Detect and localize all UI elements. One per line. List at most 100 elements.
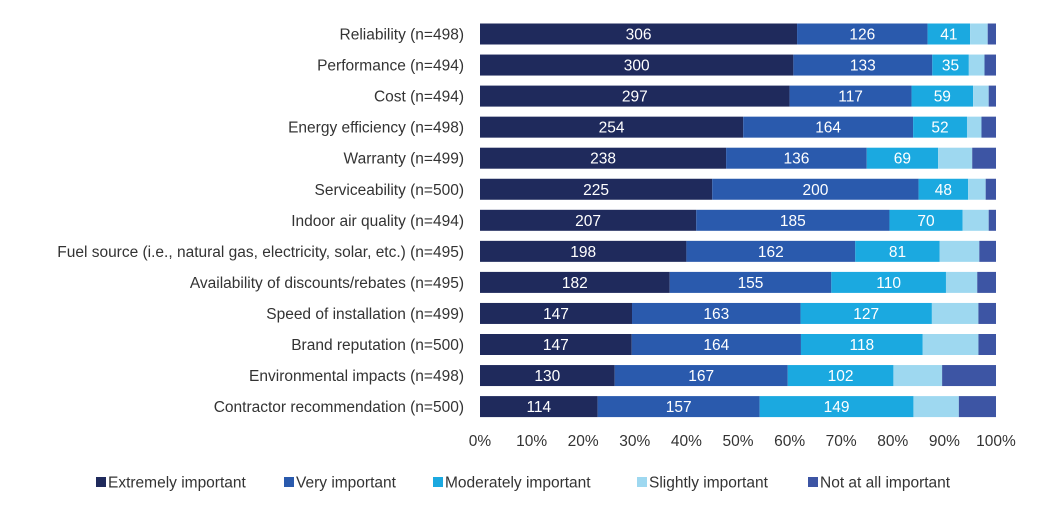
legend-label-not-at-all-important: Not at all important — [820, 475, 951, 492]
category-label-serviceability: Serviceability (n=500) — [315, 182, 464, 199]
x-tick-label-8: 80% — [877, 433, 908, 450]
data-label-extremely-important-availability-of-discounts-rebates: 182 — [562, 275, 588, 292]
bar-very-important-speed-of-installation — [632, 302, 801, 324]
bar-extremely-important-availability-of-discounts-rebates — [480, 271, 670, 293]
bar-extremely-important-cost — [480, 85, 790, 107]
bar-moderately-important-fuel-source — [855, 240, 940, 262]
bar-very-important-contractor-recommendation — [597, 396, 760, 418]
category-label-reliability: Reliability (n=498) — [340, 27, 465, 44]
bar-moderately-important-environmental-impacts — [787, 365, 894, 387]
bar-extremely-important-brand-reputation — [480, 334, 632, 355]
data-label-extremely-important-environmental-impacts: 130 — [534, 368, 560, 385]
bar-not-at-all-important-contractor-recommendation — [958, 396, 996, 418]
bar-very-important-fuel-source — [686, 240, 856, 262]
data-label-extremely-important-warranty: 238 — [590, 151, 616, 168]
category-label-speed-of-installation: Speed of installation (n=499) — [266, 306, 464, 323]
category-label-availability-of-discounts-rebates: Availability of discounts/rebates (n=495… — [190, 275, 464, 292]
category-label-energy-efficiency: Energy efficiency (n=498) — [288, 120, 464, 137]
x-tick-label-5: 50% — [722, 433, 753, 450]
data-label-very-important-indoor-air-quality: 185 — [780, 213, 806, 230]
data-label-very-important-fuel-source: 162 — [758, 244, 784, 261]
bar-very-important-warranty — [726, 147, 867, 169]
category-label-performance: Performance (n=494) — [317, 58, 464, 75]
data-label-extremely-important-fuel-source: 198 — [570, 244, 596, 261]
data-label-very-important-performance: 133 — [850, 58, 876, 75]
bar-extremely-important-contractor-recommendation — [480, 396, 598, 418]
bar-slightly-important-serviceability — [968, 178, 986, 200]
bar-moderately-important-warranty — [866, 147, 939, 169]
category-label-environmental-impacts: Environmental impacts (n=498) — [249, 368, 464, 385]
bar-slightly-important-indoor-air-quality — [962, 209, 989, 231]
bar-slightly-important-performance — [968, 54, 985, 76]
bar-not-at-all-important-availability-of-discounts-rebates — [977, 271, 996, 293]
legend-swatch-moderately-important — [433, 477, 443, 487]
data-label-moderately-important-indoor-air-quality: 70 — [917, 213, 935, 230]
bar-slightly-important-brand-reputation — [922, 334, 979, 355]
legend-label-very-important: Very important — [296, 475, 397, 492]
bar-moderately-important-serviceability — [918, 178, 969, 200]
data-label-extremely-important-serviceability: 225 — [583, 182, 609, 199]
data-label-moderately-important-energy-efficiency: 52 — [931, 120, 948, 137]
bar-moderately-important-energy-efficiency — [913, 116, 967, 138]
x-tick-label-3: 30% — [619, 433, 650, 450]
bar-slightly-important-availability-of-discounts-rebates — [945, 271, 978, 293]
bar-very-important-energy-efficiency — [743, 116, 914, 138]
data-label-extremely-important-cost: 297 — [622, 89, 648, 106]
bar-not-at-all-important-reliability — [987, 23, 996, 45]
legend-swatch-very-important — [284, 477, 294, 487]
data-label-moderately-important-brand-reputation: 118 — [849, 337, 874, 354]
x-tick-label-2: 20% — [568, 433, 599, 450]
data-label-moderately-important-reliability: 41 — [940, 27, 957, 44]
data-label-very-important-contractor-recommendation: 157 — [666, 399, 692, 416]
data-label-extremely-important-contractor-recommendation: 114 — [526, 399, 551, 416]
data-label-moderately-important-serviceability: 48 — [935, 182, 952, 199]
data-label-moderately-important-performance: 35 — [942, 58, 959, 75]
bar-moderately-important-speed-of-installation — [800, 302, 932, 324]
bar-extremely-important-energy-efficiency — [480, 116, 744, 138]
bar-extremely-important-warranty — [480, 147, 727, 169]
bar-moderately-important-availability-of-discounts-rebates — [831, 271, 946, 293]
bar-not-at-all-important-indoor-air-quality — [988, 209, 996, 231]
bar-very-important-environmental-impacts — [614, 365, 788, 387]
bar-extremely-important-serviceability — [480, 178, 713, 200]
data-label-very-important-cost: 117 — [838, 89, 863, 106]
data-label-very-important-brand-reputation: 164 — [703, 337, 729, 354]
category-label-contractor-recommendation: Contractor recommendation (n=500) — [214, 399, 464, 416]
bar-not-at-all-important-performance — [984, 54, 996, 76]
bar-extremely-important-indoor-air-quality — [480, 209, 697, 231]
data-label-very-important-serviceability: 200 — [802, 182, 828, 199]
data-label-very-important-warranty: 136 — [783, 151, 809, 168]
x-tick-label-0: 0% — [469, 433, 492, 450]
bar-very-important-performance — [793, 54, 933, 76]
data-label-very-important-speed-of-installation: 163 — [703, 306, 729, 323]
category-label-warranty: Warranty (n=499) — [344, 151, 464, 168]
x-tick-label-4: 40% — [671, 433, 702, 450]
bar-slightly-important-warranty — [938, 147, 973, 169]
bar-moderately-important-reliability — [927, 23, 971, 45]
bar-extremely-important-environmental-impacts — [480, 365, 615, 387]
bar-not-at-all-important-energy-efficiency — [981, 116, 996, 138]
bar-extremely-important-fuel-source — [480, 240, 687, 262]
bar-not-at-all-important-brand-reputation — [978, 334, 996, 355]
data-label-very-important-reliability: 126 — [849, 27, 875, 44]
bar-moderately-important-performance — [932, 54, 969, 76]
bar-slightly-important-speed-of-installation — [931, 302, 979, 324]
data-label-extremely-important-reliability: 306 — [626, 27, 652, 44]
data-label-extremely-important-energy-efficiency: 254 — [599, 120, 625, 137]
x-tick-label-1: 10% — [516, 433, 547, 450]
bar-very-important-cost — [789, 85, 912, 107]
category-label-cost: Cost (n=494) — [374, 89, 464, 106]
data-label-very-important-environmental-impacts: 167 — [688, 368, 714, 385]
x-tick-label-9: 90% — [929, 433, 960, 450]
data-label-moderately-important-fuel-source: 81 — [889, 244, 906, 261]
data-label-extremely-important-brand-reputation: 147 — [543, 337, 569, 354]
x-tick-label-7: 70% — [826, 433, 857, 450]
bar-very-important-availability-of-discounts-rebates — [669, 271, 832, 293]
x-tick-label-10: 100% — [976, 433, 1016, 450]
legend-swatch-slightly-important — [637, 477, 647, 487]
bar-extremely-important-speed-of-installation — [480, 302, 633, 324]
legend-label-slightly-important: Slightly important — [649, 475, 769, 492]
legend-swatch-not-at-all-important — [808, 477, 818, 487]
